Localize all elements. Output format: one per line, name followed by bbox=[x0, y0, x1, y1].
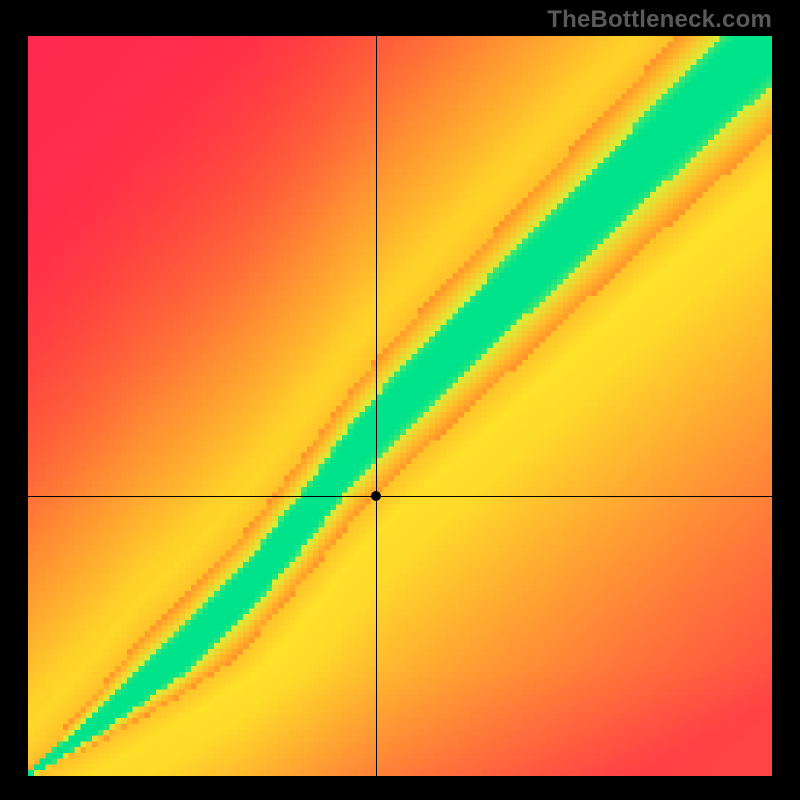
heatmap-canvas bbox=[28, 36, 772, 776]
watermark-text: TheBottleneck.com bbox=[547, 6, 772, 34]
chart-container: TheBottleneck.com bbox=[0, 0, 800, 800]
crosshair-horizontal bbox=[28, 496, 772, 497]
heatmap-plot bbox=[28, 36, 772, 776]
crosshair-marker bbox=[371, 491, 381, 501]
crosshair-vertical bbox=[376, 36, 377, 776]
